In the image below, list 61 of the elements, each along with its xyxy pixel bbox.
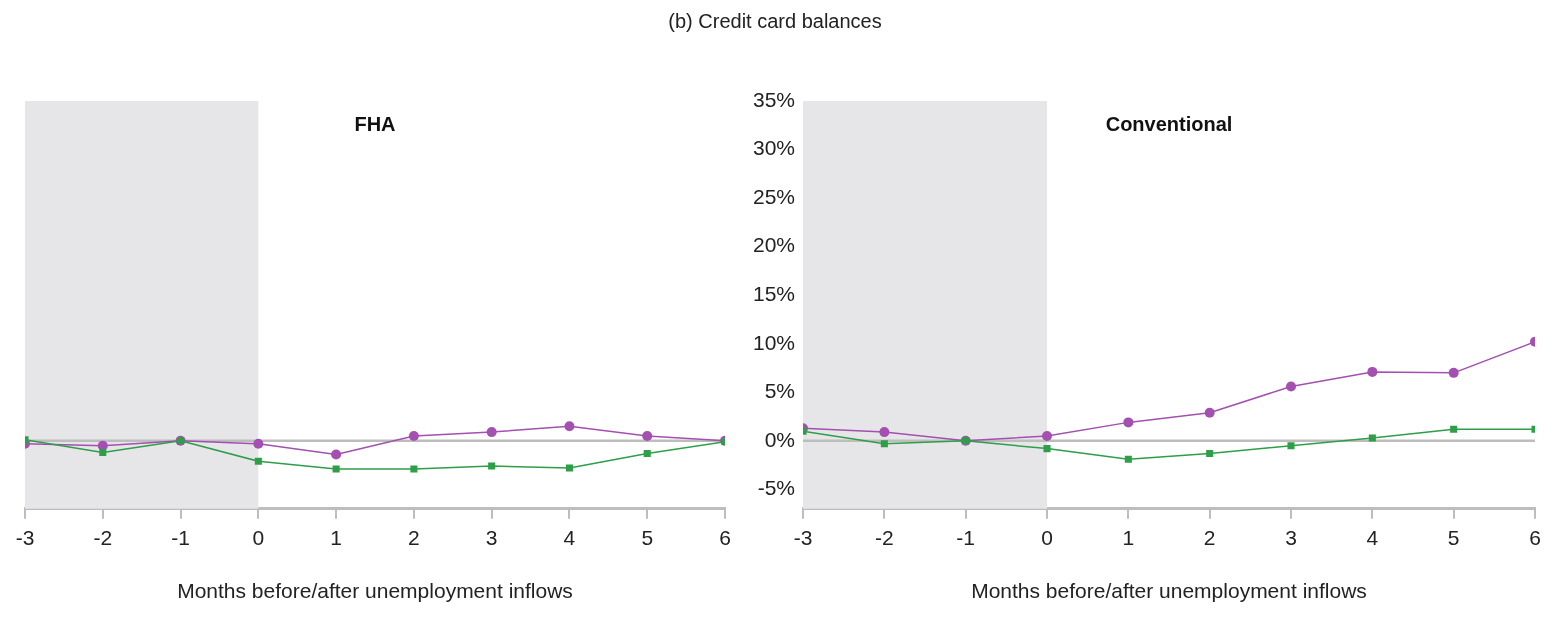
x-tick-label: 0 [252, 526, 265, 550]
point [410, 465, 418, 473]
point [331, 449, 342, 460]
y-tick-label: 20% [753, 233, 796, 257]
point [253, 438, 264, 449]
x-tick-label: -3 [15, 526, 35, 550]
point [880, 440, 888, 448]
point [1368, 434, 1376, 442]
x-tick-label: 1 [330, 526, 342, 550]
point [1043, 445, 1051, 453]
point [486, 427, 497, 438]
point [1042, 430, 1053, 441]
x-tick-label: 2 [1203, 526, 1216, 550]
x-tick-label: 4 [563, 526, 576, 550]
x-tick-label: 3 [1285, 526, 1297, 550]
point [879, 427, 890, 438]
y-tick-label: 15% [753, 281, 796, 305]
y-tick-label: -5% [757, 476, 796, 500]
y-tick-label: 10% [753, 330, 796, 354]
point [1204, 407, 1215, 418]
x-tick-label: -2 [93, 526, 113, 550]
x-tick-label: -2 [875, 526, 894, 550]
x-tick-label: 3 [485, 526, 498, 550]
point [642, 430, 653, 441]
x-tick-label: -3 [793, 526, 813, 550]
point [254, 457, 262, 465]
point [1450, 425, 1458, 433]
point [1448, 367, 1459, 378]
point [488, 462, 496, 470]
x-axis-title: Months before/after unemployment inflows [176, 578, 574, 603]
x-axis-title: Months before/after unemployment inflows [970, 578, 1368, 603]
x-tick-label: 2 [408, 526, 420, 550]
point [99, 448, 107, 457]
x-tick-label: 5 [641, 526, 654, 550]
x-tick-label: 1 [1122, 526, 1135, 550]
point [1124, 455, 1132, 463]
x-tick-label: 0 [1041, 526, 1053, 550]
x-tick-label: 5 [1447, 526, 1460, 550]
y-tick-label: 35% [753, 87, 796, 111]
x-tick-label: 4 [1366, 526, 1379, 550]
point [1123, 417, 1134, 428]
point [1287, 442, 1295, 450]
x-tick-label: 6 [1529, 526, 1541, 550]
text: Conventional [1105, 112, 1233, 135]
x-tick-label: 6 [719, 526, 731, 550]
point [332, 465, 340, 473]
x-tick-label: -1 [956, 526, 976, 550]
y-tick-label: 5% [764, 379, 796, 403]
point [1367, 366, 1378, 377]
text: (b) Credit card balances [667, 10, 883, 33]
point [408, 430, 419, 441]
y-tick-label: 0% [764, 427, 796, 451]
y-tick-label: 25% [753, 184, 796, 208]
point [1286, 381, 1297, 392]
point [643, 449, 651, 457]
text: FHA [354, 112, 396, 135]
point [1206, 449, 1214, 457]
point [564, 421, 575, 432]
x-tick-label: -1 [171, 526, 190, 550]
point [565, 464, 573, 472]
y-tick-label: 30% [753, 136, 796, 160]
